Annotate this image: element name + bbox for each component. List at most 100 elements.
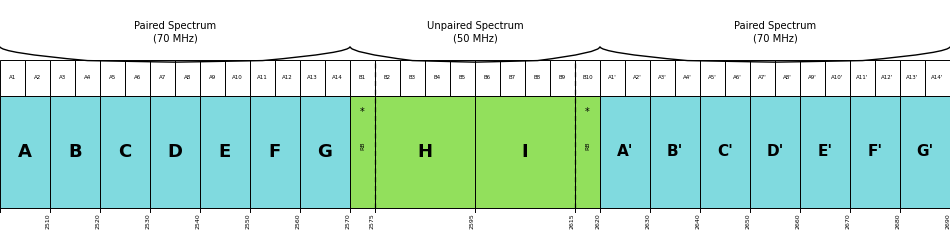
Text: 2690: 2690 [945, 213, 950, 229]
FancyBboxPatch shape [225, 60, 250, 96]
FancyBboxPatch shape [350, 60, 375, 96]
FancyBboxPatch shape [300, 60, 325, 96]
Text: 2560: 2560 [295, 213, 300, 229]
Text: 2620: 2620 [595, 213, 600, 229]
Text: 2650: 2650 [745, 213, 750, 229]
FancyBboxPatch shape [425, 60, 450, 96]
Text: 2660: 2660 [795, 213, 800, 229]
FancyBboxPatch shape [250, 60, 275, 96]
Text: A13: A13 [307, 75, 318, 80]
FancyBboxPatch shape [175, 60, 200, 96]
Text: G: G [317, 143, 332, 161]
FancyBboxPatch shape [150, 60, 175, 96]
FancyBboxPatch shape [575, 96, 600, 208]
Text: Paired Spectrum
(70 MHz): Paired Spectrum (70 MHz) [134, 21, 216, 44]
FancyBboxPatch shape [150, 96, 200, 208]
Text: E': E' [817, 144, 832, 159]
Text: A13': A13' [906, 75, 919, 80]
FancyBboxPatch shape [650, 96, 700, 208]
Text: A11': A11' [856, 75, 868, 80]
FancyBboxPatch shape [675, 60, 700, 96]
FancyBboxPatch shape [325, 60, 350, 96]
FancyBboxPatch shape [450, 60, 475, 96]
Text: RB: RB [585, 142, 590, 150]
FancyBboxPatch shape [600, 96, 650, 208]
Text: 2670: 2670 [845, 213, 850, 229]
Text: A5': A5' [708, 75, 717, 80]
Text: A2': A2' [633, 75, 642, 80]
Text: B': B' [667, 144, 683, 159]
FancyBboxPatch shape [700, 96, 750, 208]
Text: B: B [68, 143, 82, 161]
Text: 2630: 2630 [645, 213, 650, 229]
Text: D: D [167, 143, 182, 161]
Text: 2510: 2510 [45, 213, 50, 229]
Text: A1': A1' [608, 75, 617, 80]
Text: G': G' [917, 144, 934, 159]
Text: A12': A12' [882, 75, 894, 80]
Text: H: H [417, 143, 432, 161]
FancyBboxPatch shape [825, 60, 850, 96]
FancyBboxPatch shape [525, 60, 550, 96]
FancyBboxPatch shape [200, 96, 250, 208]
Text: Unpaired Spectrum
(50 MHz): Unpaired Spectrum (50 MHz) [427, 21, 523, 44]
FancyBboxPatch shape [275, 60, 300, 96]
FancyBboxPatch shape [725, 60, 750, 96]
Text: A': A' [617, 144, 634, 159]
FancyBboxPatch shape [500, 60, 525, 96]
Text: A14': A14' [931, 75, 943, 80]
Text: A: A [18, 143, 32, 161]
Text: A6: A6 [134, 75, 142, 80]
FancyBboxPatch shape [925, 60, 950, 96]
Text: B1: B1 [359, 75, 366, 80]
FancyBboxPatch shape [25, 60, 50, 96]
FancyBboxPatch shape [750, 96, 800, 208]
FancyBboxPatch shape [850, 96, 900, 208]
Text: A5: A5 [109, 75, 116, 80]
Text: F': F' [867, 144, 883, 159]
Text: A4: A4 [84, 75, 91, 80]
FancyBboxPatch shape [50, 60, 75, 96]
FancyBboxPatch shape [475, 96, 575, 208]
Text: A9: A9 [209, 75, 217, 80]
Text: 2540: 2540 [195, 213, 200, 229]
FancyBboxPatch shape [100, 60, 125, 96]
FancyBboxPatch shape [900, 60, 925, 96]
FancyBboxPatch shape [375, 60, 400, 96]
FancyBboxPatch shape [575, 60, 600, 96]
FancyBboxPatch shape [250, 96, 300, 208]
FancyBboxPatch shape [0, 96, 50, 208]
Text: A9': A9' [808, 75, 817, 80]
Text: A3': A3' [658, 75, 667, 80]
Text: B4: B4 [434, 75, 441, 80]
Text: A7: A7 [159, 75, 166, 80]
FancyBboxPatch shape [700, 60, 725, 96]
FancyBboxPatch shape [100, 96, 150, 208]
Text: Paired Spectrum
(70 MHz): Paired Spectrum (70 MHz) [734, 21, 816, 44]
FancyBboxPatch shape [0, 60, 25, 96]
FancyBboxPatch shape [75, 60, 100, 96]
Text: D': D' [767, 144, 784, 159]
Text: A12: A12 [282, 75, 293, 80]
FancyBboxPatch shape [875, 60, 900, 96]
Text: B6: B6 [484, 75, 491, 80]
Text: 2570: 2570 [345, 213, 350, 229]
Text: A10': A10' [831, 75, 844, 80]
Text: A4': A4' [683, 75, 692, 80]
FancyBboxPatch shape [800, 60, 825, 96]
FancyBboxPatch shape [375, 96, 475, 208]
Text: I: I [522, 143, 528, 161]
Text: B2: B2 [384, 75, 391, 80]
Text: 2640: 2640 [695, 213, 700, 229]
FancyBboxPatch shape [850, 60, 875, 96]
FancyBboxPatch shape [125, 60, 150, 96]
Text: A8': A8' [783, 75, 792, 80]
Text: A14: A14 [332, 75, 343, 80]
Text: C': C' [717, 144, 733, 159]
Text: A6': A6' [733, 75, 742, 80]
Text: *: * [360, 108, 365, 117]
Text: 2520: 2520 [95, 213, 100, 229]
Text: 2530: 2530 [145, 213, 150, 229]
Text: B5: B5 [459, 75, 466, 80]
FancyBboxPatch shape [900, 96, 950, 208]
